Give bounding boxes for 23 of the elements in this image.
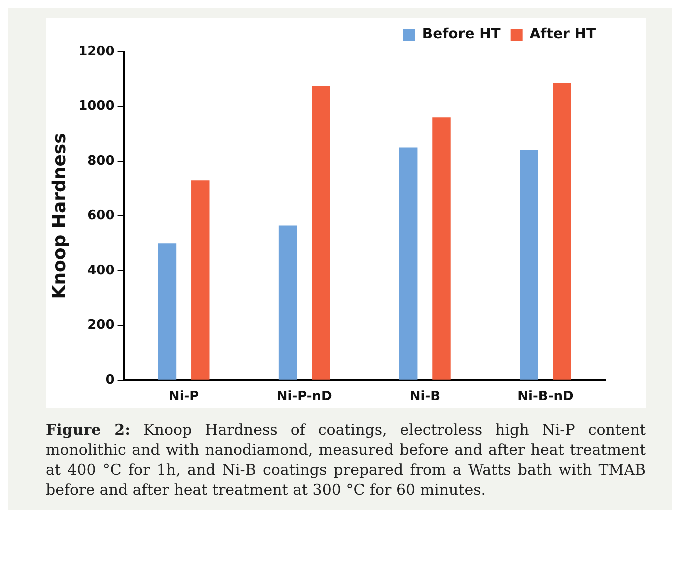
bar	[520, 150, 538, 380]
bar	[192, 180, 210, 380]
caption: Figure 2: Knoop Hardness of coatings, electroless high Ni-P content monolithic and with nanodiamond, measured before and after heat treatment at 400 °C for 1h, and Ni-B coatings prepared from a Watts bath with TMAB before and after heat treatment at 300 °C for 60 minutes.	[46, 421, 646, 499]
y-tick-label: 200	[88, 318, 115, 334]
bar	[399, 148, 418, 380]
bar	[312, 86, 330, 380]
bar	[553, 83, 572, 380]
x-tick-label: Ni-P-nD	[276, 390, 333, 405]
bar	[158, 244, 177, 380]
y-tick-label: 0	[106, 372, 115, 388]
y-tick-label: 400	[88, 263, 115, 278]
y-axis-title: Knoop Hardness	[49, 133, 70, 300]
legend-label: After HT	[530, 26, 596, 43]
y-tick-label: 600	[88, 208, 115, 224]
y-tick-label: 800	[88, 154, 115, 169]
y-tick-label: 1200	[78, 44, 115, 60]
bar	[432, 118, 451, 380]
x-tick-label: Ni-B-nD	[518, 390, 574, 405]
x-tick-label: Ni-B	[410, 390, 440, 405]
legend-label: Before HT	[422, 26, 502, 43]
y-tick-label: 1000	[78, 99, 115, 114]
bar	[278, 226, 298, 380]
x-tick-label: Ni-P	[168, 390, 200, 405]
